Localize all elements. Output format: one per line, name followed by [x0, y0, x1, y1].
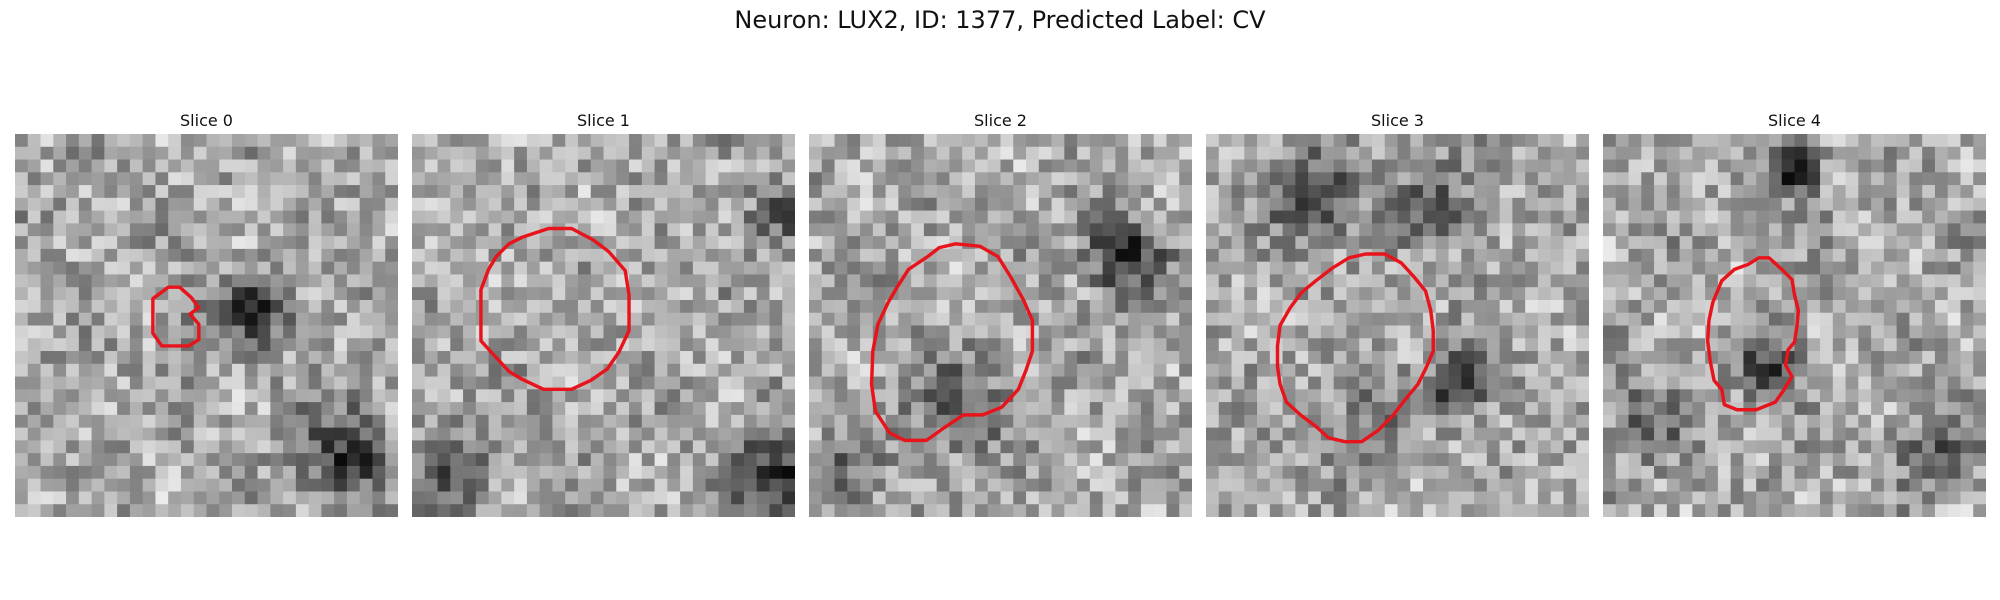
roi-contour-3 [1275, 252, 1435, 444]
slice-title-3: Slice 3 [1371, 111, 1424, 130]
slice-panel-2: Slice 2 [809, 108, 1192, 517]
slice-panel-1: Slice 1 [412, 108, 795, 517]
slice-image-2 [809, 134, 1192, 517]
slice-image-0 [15, 134, 398, 517]
slice-panel-3: Slice 3 [1206, 108, 1589, 517]
pixel-grid-4 [1603, 134, 1986, 517]
roi-contour-2 [869, 242, 1035, 443]
roi-contour-4 [1705, 256, 1801, 412]
pixel-grid-0 [15, 134, 398, 517]
slice-title-0: Slice 0 [180, 111, 233, 130]
slice-title-1: Slice 1 [577, 111, 630, 130]
slice-panel-0: Slice 0 [15, 108, 398, 517]
slice-image-4 [1603, 134, 1986, 517]
slice-title-2: Slice 2 [974, 111, 1027, 130]
slice-image-3 [1206, 134, 1589, 517]
roi-contour-0 [151, 285, 201, 348]
figure-title: Neuron: LUX2, ID: 1377, Predicted Label:… [734, 6, 1266, 34]
slice-panel-4: Slice 4 [1603, 108, 1986, 517]
roi-contour-1 [479, 226, 631, 392]
pixel-grid-1 [412, 134, 795, 517]
slice-title-4: Slice 4 [1768, 111, 1821, 130]
pixel-grid-3 [1206, 134, 1589, 517]
pixel-grid-2 [809, 134, 1192, 517]
slice-image-1 [412, 134, 795, 517]
